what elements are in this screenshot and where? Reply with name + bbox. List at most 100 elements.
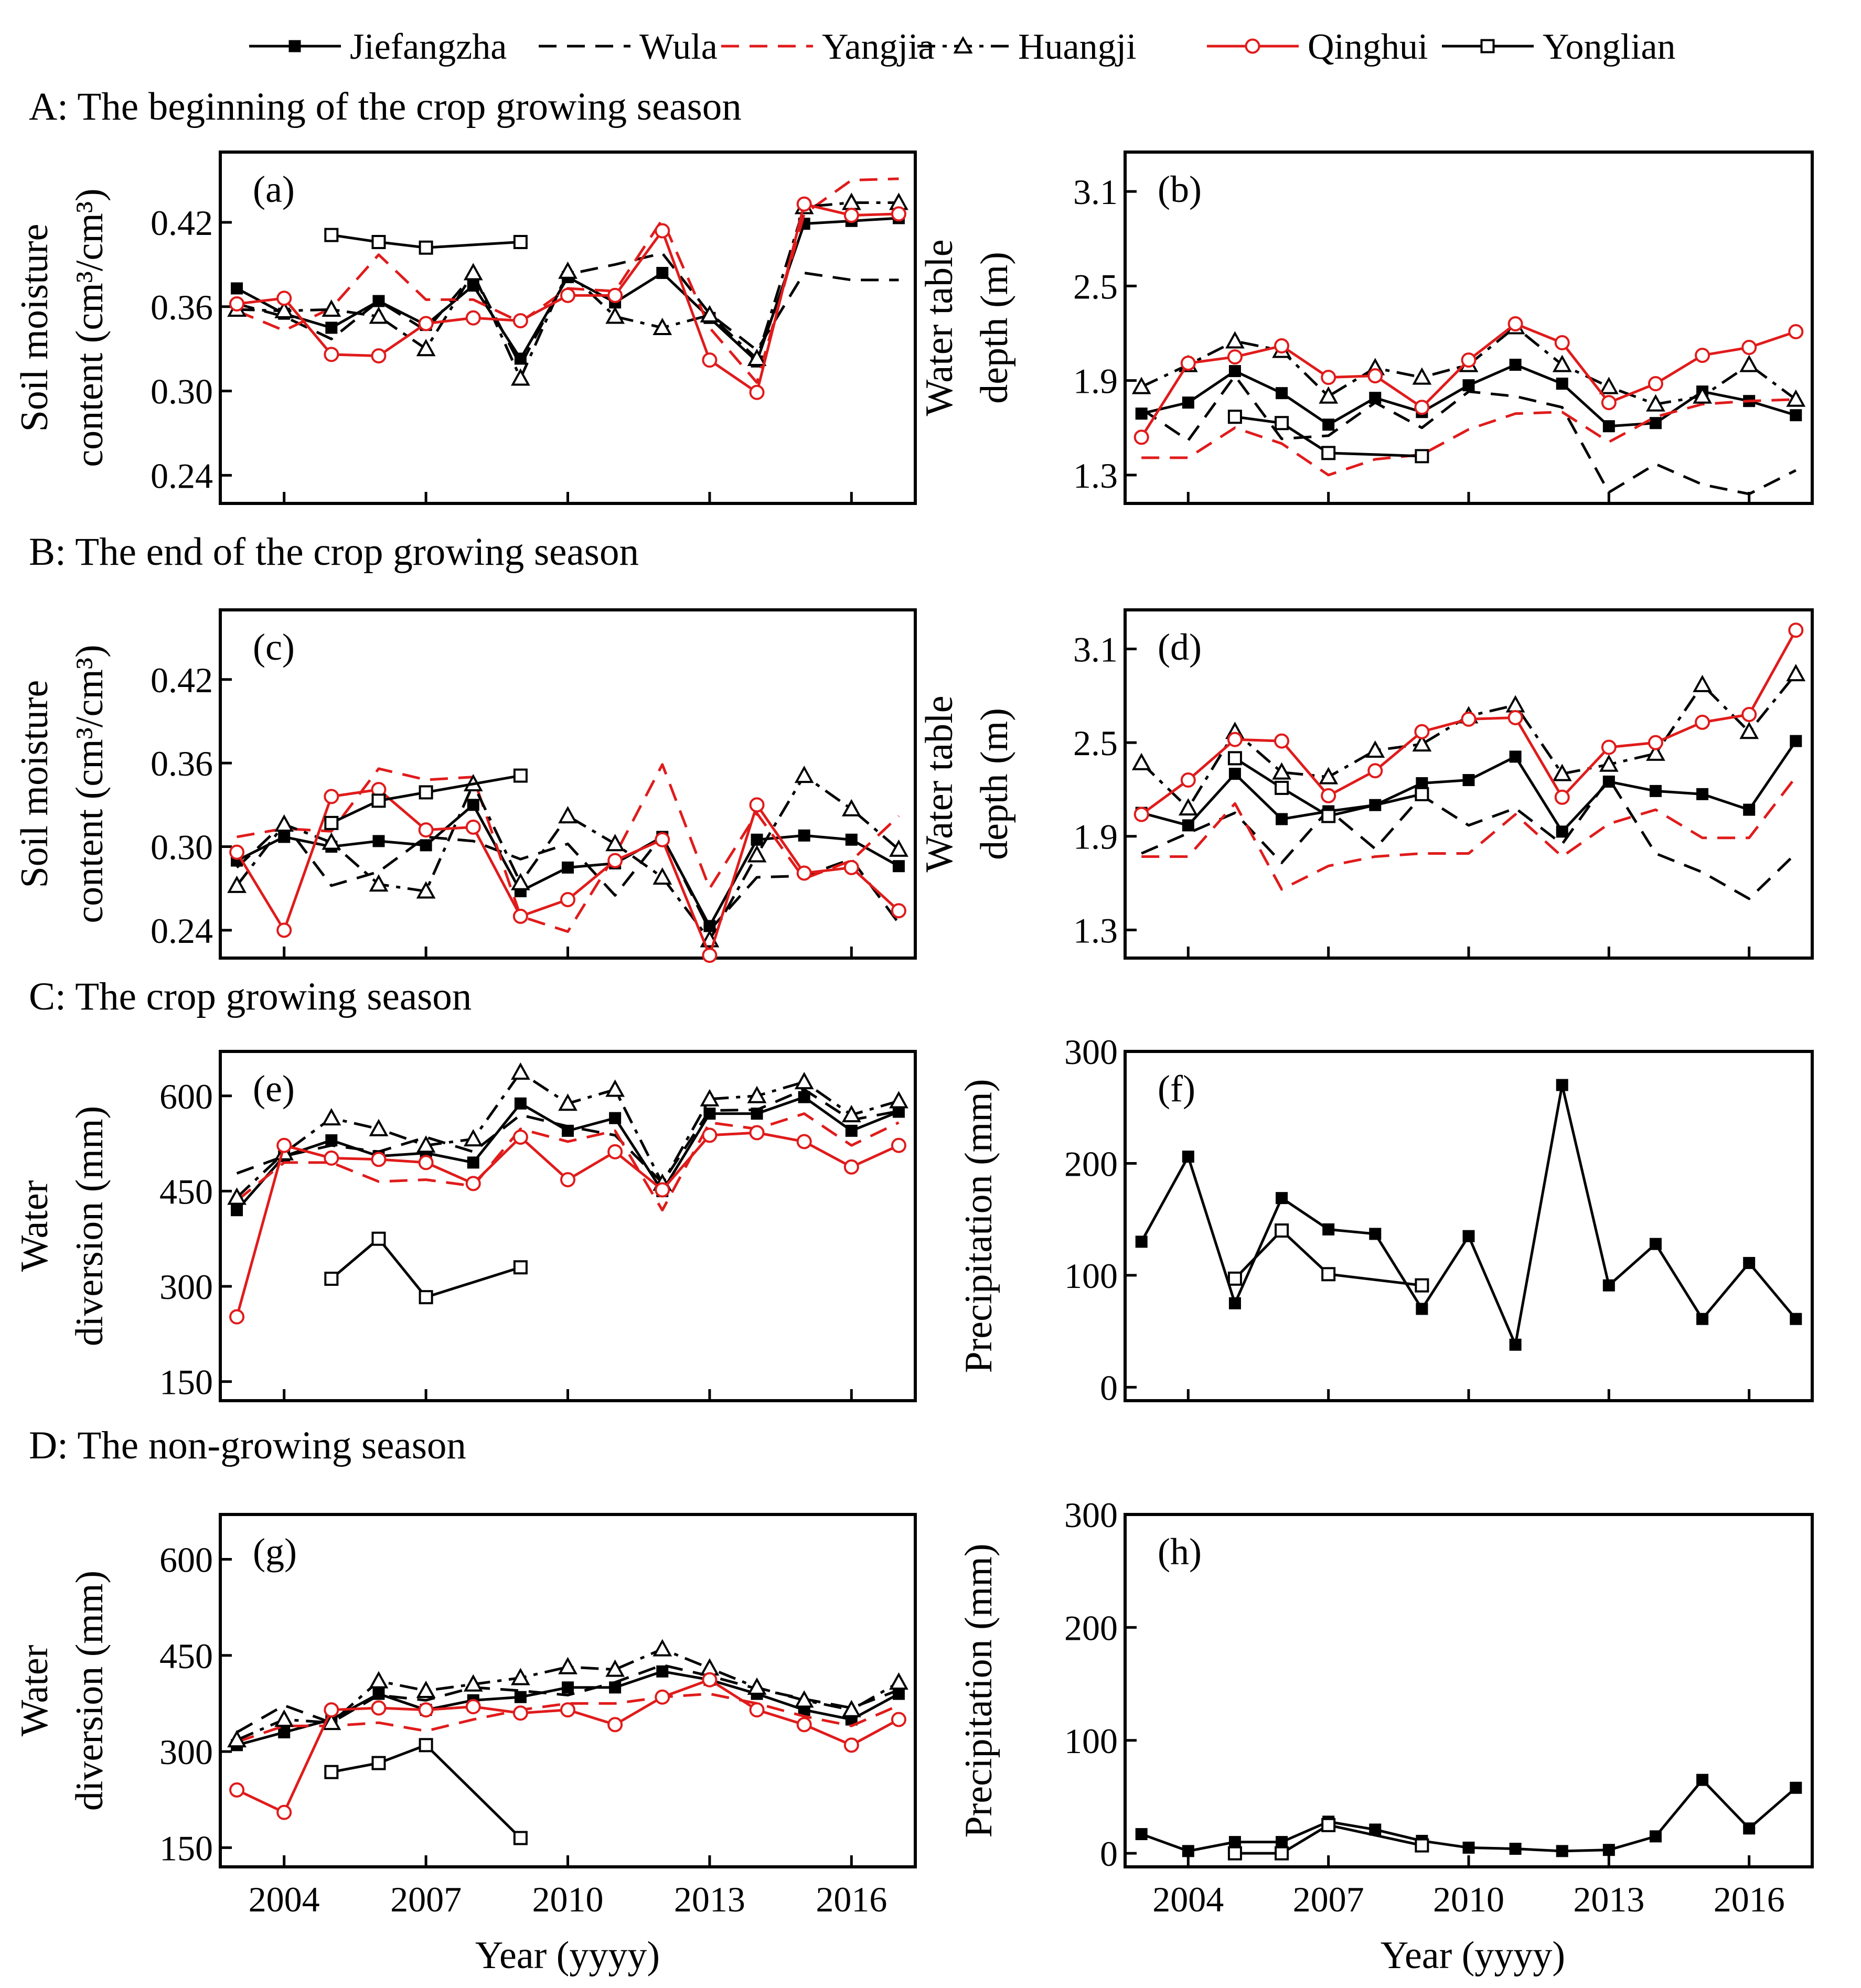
data-point — [1696, 1774, 1709, 1786]
data-point — [1786, 663, 1806, 682]
data-point — [1182, 1151, 1194, 1163]
x-tick-label: 2010 — [532, 1879, 604, 1919]
data-point — [418, 1702, 434, 1718]
data-point — [747, 1086, 767, 1103]
data-point — [841, 799, 861, 816]
panel-label: (h) — [1158, 1531, 1202, 1573]
data-point — [1415, 1278, 1429, 1293]
data-point — [1556, 378, 1568, 390]
data-point — [1276, 1192, 1288, 1205]
series-qinghui — [229, 196, 906, 400]
data-point — [653, 317, 672, 335]
data-point — [1225, 331, 1245, 349]
data-point — [749, 1125, 765, 1141]
data-point — [558, 261, 577, 279]
data-point — [798, 829, 810, 842]
legend-label: Yonglian — [1543, 27, 1676, 67]
data-point — [1556, 1845, 1568, 1857]
data-point — [1131, 753, 1151, 770]
data-point — [274, 1709, 294, 1727]
data-point — [751, 833, 763, 846]
data-point — [1319, 386, 1339, 404]
data-point — [1462, 1841, 1475, 1854]
panel-label: (a) — [253, 168, 295, 210]
series-yonglian — [1227, 751, 1429, 823]
series-jiefangzha — [231, 1091, 905, 1217]
data-point — [1321, 788, 1336, 803]
data-point — [369, 1671, 389, 1689]
series-yonglian — [324, 1231, 528, 1305]
data-point — [1415, 1838, 1429, 1853]
data-point — [465, 1699, 481, 1715]
data-point — [1790, 1313, 1802, 1325]
series-yangjia — [1141, 776, 1797, 891]
data-point — [371, 1700, 387, 1716]
data-point — [1554, 789, 1570, 805]
series-qinghui — [1133, 622, 1804, 822]
series-qinghui — [229, 1672, 906, 1820]
data-point — [419, 1738, 433, 1753]
data-point — [607, 1144, 623, 1159]
data-point — [796, 865, 812, 881]
data-point — [1509, 1843, 1522, 1855]
y-tick-label: 2.5 — [1073, 266, 1118, 306]
data-point — [418, 1155, 434, 1170]
data-point — [1321, 809, 1336, 823]
data-point — [889, 1091, 908, 1109]
legend-label: Huangji — [1018, 27, 1137, 67]
data-point — [1227, 732, 1243, 747]
series-line — [1234, 1229, 1423, 1287]
data-point — [1276, 1836, 1288, 1849]
y-tick-label: 450 — [159, 1636, 213, 1676]
data-point — [794, 765, 814, 783]
data-point — [1790, 409, 1802, 422]
plot-frame — [1124, 1050, 1814, 1402]
y-tick-label: 0.36 — [151, 287, 213, 327]
panel-label: (b) — [1158, 168, 1202, 210]
data-point — [416, 1135, 436, 1153]
data-point — [1321, 370, 1336, 385]
legend-label: Wula — [639, 27, 718, 67]
data-point — [372, 835, 385, 847]
data-point — [1319, 767, 1339, 785]
data-point — [416, 339, 436, 357]
data-point — [1509, 359, 1522, 371]
data-point — [702, 1127, 718, 1143]
data-point — [1743, 1822, 1756, 1835]
data-point — [418, 822, 434, 838]
panel-label: (c) — [253, 626, 295, 668]
y-axis-title: Precipitation (mm) — [957, 1543, 1000, 1837]
data-point — [1743, 803, 1756, 816]
series-line — [236, 774, 900, 941]
data-point — [325, 1134, 338, 1147]
panel-d: 1.3 1.9 2.5 3.1 (d) Water table depth (m) — [918, 608, 1814, 960]
legend: Jiefangzha Wula Yangjia Huangji Qinghui Yongl… — [249, 27, 1676, 67]
data-point — [1321, 1267, 1336, 1282]
data-point — [1369, 1823, 1382, 1836]
legend-item-yonglian: Yonglian — [1442, 27, 1676, 67]
data-point — [1415, 449, 1429, 464]
data-point — [1227, 349, 1243, 365]
y-axis-title: Precipitation (mm) — [957, 1079, 1000, 1373]
series-line — [330, 1237, 521, 1299]
data-point — [700, 305, 720, 323]
x-axis-title-left: Year (yyyy) — [475, 1934, 660, 1977]
data-point — [1133, 807, 1149, 822]
y-axis-title: Water — [13, 1645, 56, 1737]
y-axis-title: Soil moisture — [13, 680, 56, 888]
data-point — [1414, 400, 1430, 415]
data-point — [416, 1680, 436, 1698]
data-point — [1135, 1828, 1148, 1841]
y-tick-label: 0 — [1100, 1368, 1118, 1407]
panel-b: 1.3 1.9 2.5 3.1 (b) Water table depth (m) — [918, 151, 1814, 505]
series-yonglian — [324, 1738, 528, 1845]
data-point — [747, 1677, 767, 1695]
data-point — [371, 1152, 387, 1167]
series-line — [1140, 374, 1796, 496]
series-yonglian — [324, 768, 528, 830]
data-point — [560, 1172, 575, 1188]
data-point — [1507, 710, 1523, 725]
panel-g: 150 300 450 600 2004 2007 2010 2013 2016 (g) Water… — [13, 1513, 917, 1919]
x-tick-label: 2004 — [249, 1879, 320, 1919]
y-axis-title: Water table — [918, 239, 961, 416]
